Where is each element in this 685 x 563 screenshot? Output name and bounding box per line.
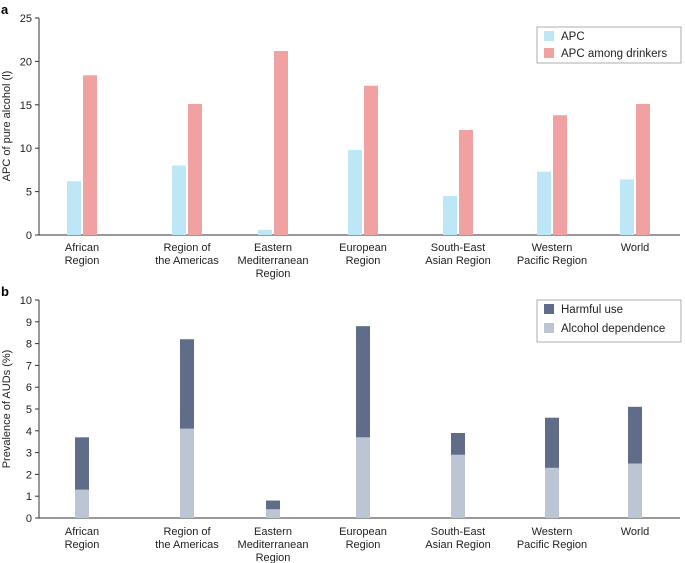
x-category-label: Western bbox=[532, 242, 573, 254]
x-category-label: Pacific Region bbox=[517, 539, 587, 551]
x-category-label: the Americas bbox=[155, 255, 219, 267]
bar-apc-among-drinkers bbox=[553, 115, 567, 235]
x-category-label: European bbox=[339, 242, 387, 254]
bar-harmful-use bbox=[180, 339, 194, 429]
legend-label: APC among drinkers bbox=[561, 48, 667, 60]
x-category-label: Asian Region bbox=[425, 255, 490, 267]
y-tick-label: 7 bbox=[26, 360, 32, 372]
x-category-label: Region bbox=[256, 552, 291, 563]
y-tick-label: 0 bbox=[26, 230, 32, 242]
y-tick-label: 0 bbox=[26, 513, 32, 525]
bar-alcohol-dependence bbox=[180, 428, 194, 518]
bar-apc bbox=[348, 149, 362, 235]
x-category-label: African bbox=[65, 242, 99, 254]
bar-apc-among-drinkers bbox=[364, 85, 378, 235]
bar-harmful-use bbox=[75, 437, 89, 490]
bar-harmful-use bbox=[545, 417, 559, 468]
bar-apc-among-drinkers bbox=[83, 75, 97, 236]
legend-label: Harmful use bbox=[561, 304, 623, 316]
x-category-label: Region bbox=[256, 268, 291, 280]
x-category-label: the Americas bbox=[155, 539, 219, 551]
bar-harmful-use bbox=[266, 500, 280, 510]
x-category-label: African bbox=[65, 526, 99, 538]
bar-harmful-use bbox=[628, 406, 642, 464]
y-tick-label: 10 bbox=[20, 143, 32, 155]
y-tick-label: 3 bbox=[26, 448, 32, 460]
y-tick-label: 4 bbox=[26, 426, 32, 438]
x-category-label: Eastern bbox=[254, 526, 292, 538]
y-tick-label: 2 bbox=[26, 469, 32, 481]
bar-apc-among-drinkers bbox=[274, 50, 288, 235]
x-category-label: Mediterranean bbox=[238, 539, 309, 551]
y-tick-label: 5 bbox=[26, 187, 32, 199]
y-tick-label: 10 bbox=[20, 295, 32, 307]
bar-alcohol-dependence bbox=[356, 437, 370, 518]
y-tick-label: 6 bbox=[26, 382, 32, 394]
y-tick-label: 1 bbox=[26, 491, 32, 503]
legend-label: APC bbox=[561, 31, 585, 43]
x-category-label: Region bbox=[346, 255, 381, 267]
bar-apc bbox=[258, 229, 272, 235]
bar-alcohol-dependence bbox=[75, 489, 89, 518]
x-category-label: Region of bbox=[163, 526, 211, 538]
legend-swatch bbox=[544, 304, 554, 314]
x-category-label: European bbox=[339, 526, 387, 538]
x-category-label: Asian Region bbox=[425, 539, 490, 551]
y-tick-label: 8 bbox=[26, 339, 32, 351]
y-axis-title: APC of pure alcohol (l) bbox=[1, 71, 13, 182]
legend-swatch bbox=[544, 31, 554, 41]
bar-apc bbox=[443, 195, 457, 235]
panel-label: a bbox=[1, 2, 9, 17]
y-tick-label: 20 bbox=[20, 56, 32, 68]
x-category-label: Eastern bbox=[254, 242, 292, 254]
panel-label: b bbox=[1, 284, 9, 299]
bar-apc bbox=[620, 179, 634, 235]
y-tick-label: 5 bbox=[26, 404, 32, 416]
bar-apc-among-drinkers bbox=[636, 103, 650, 235]
y-tick-label: 15 bbox=[20, 100, 32, 112]
bar-apc bbox=[67, 181, 81, 235]
bar-alcohol-dependence bbox=[451, 454, 465, 518]
x-category-label: Region of bbox=[163, 242, 211, 254]
legend-box bbox=[536, 26, 682, 64]
x-category-label: Western bbox=[532, 526, 573, 538]
x-category-label: Mediterranean bbox=[238, 255, 309, 267]
x-category-label: Region bbox=[65, 539, 100, 551]
bar-apc bbox=[537, 171, 551, 235]
bar-harmful-use bbox=[451, 432, 465, 455]
bar-alcohol-dependence bbox=[266, 509, 280, 518]
y-axis-title: Prevalence of AUDs (%) bbox=[1, 350, 13, 469]
bar-alcohol-dependence bbox=[628, 463, 642, 518]
legend-swatch bbox=[544, 323, 554, 333]
legend-label: Alcohol dependence bbox=[561, 323, 665, 335]
bar-apc-among-drinkers bbox=[188, 103, 202, 235]
x-category-label: Region bbox=[65, 255, 100, 267]
x-category-label: South-East bbox=[431, 242, 485, 254]
bar-apc bbox=[172, 165, 186, 235]
legend-swatch bbox=[544, 48, 554, 58]
y-tick-label: 25 bbox=[20, 13, 32, 25]
bar-harmful-use bbox=[356, 326, 370, 438]
x-category-label: Region bbox=[346, 539, 381, 551]
x-category-label: World bbox=[621, 242, 650, 254]
bar-alcohol-dependence bbox=[545, 467, 559, 518]
x-category-label: Pacific Region bbox=[517, 255, 587, 267]
x-category-label: South-East bbox=[431, 526, 485, 538]
x-category-label: World bbox=[621, 526, 650, 538]
bar-apc-among-drinkers bbox=[459, 129, 473, 235]
y-tick-label: 9 bbox=[26, 317, 32, 329]
legend-box bbox=[536, 299, 682, 343]
